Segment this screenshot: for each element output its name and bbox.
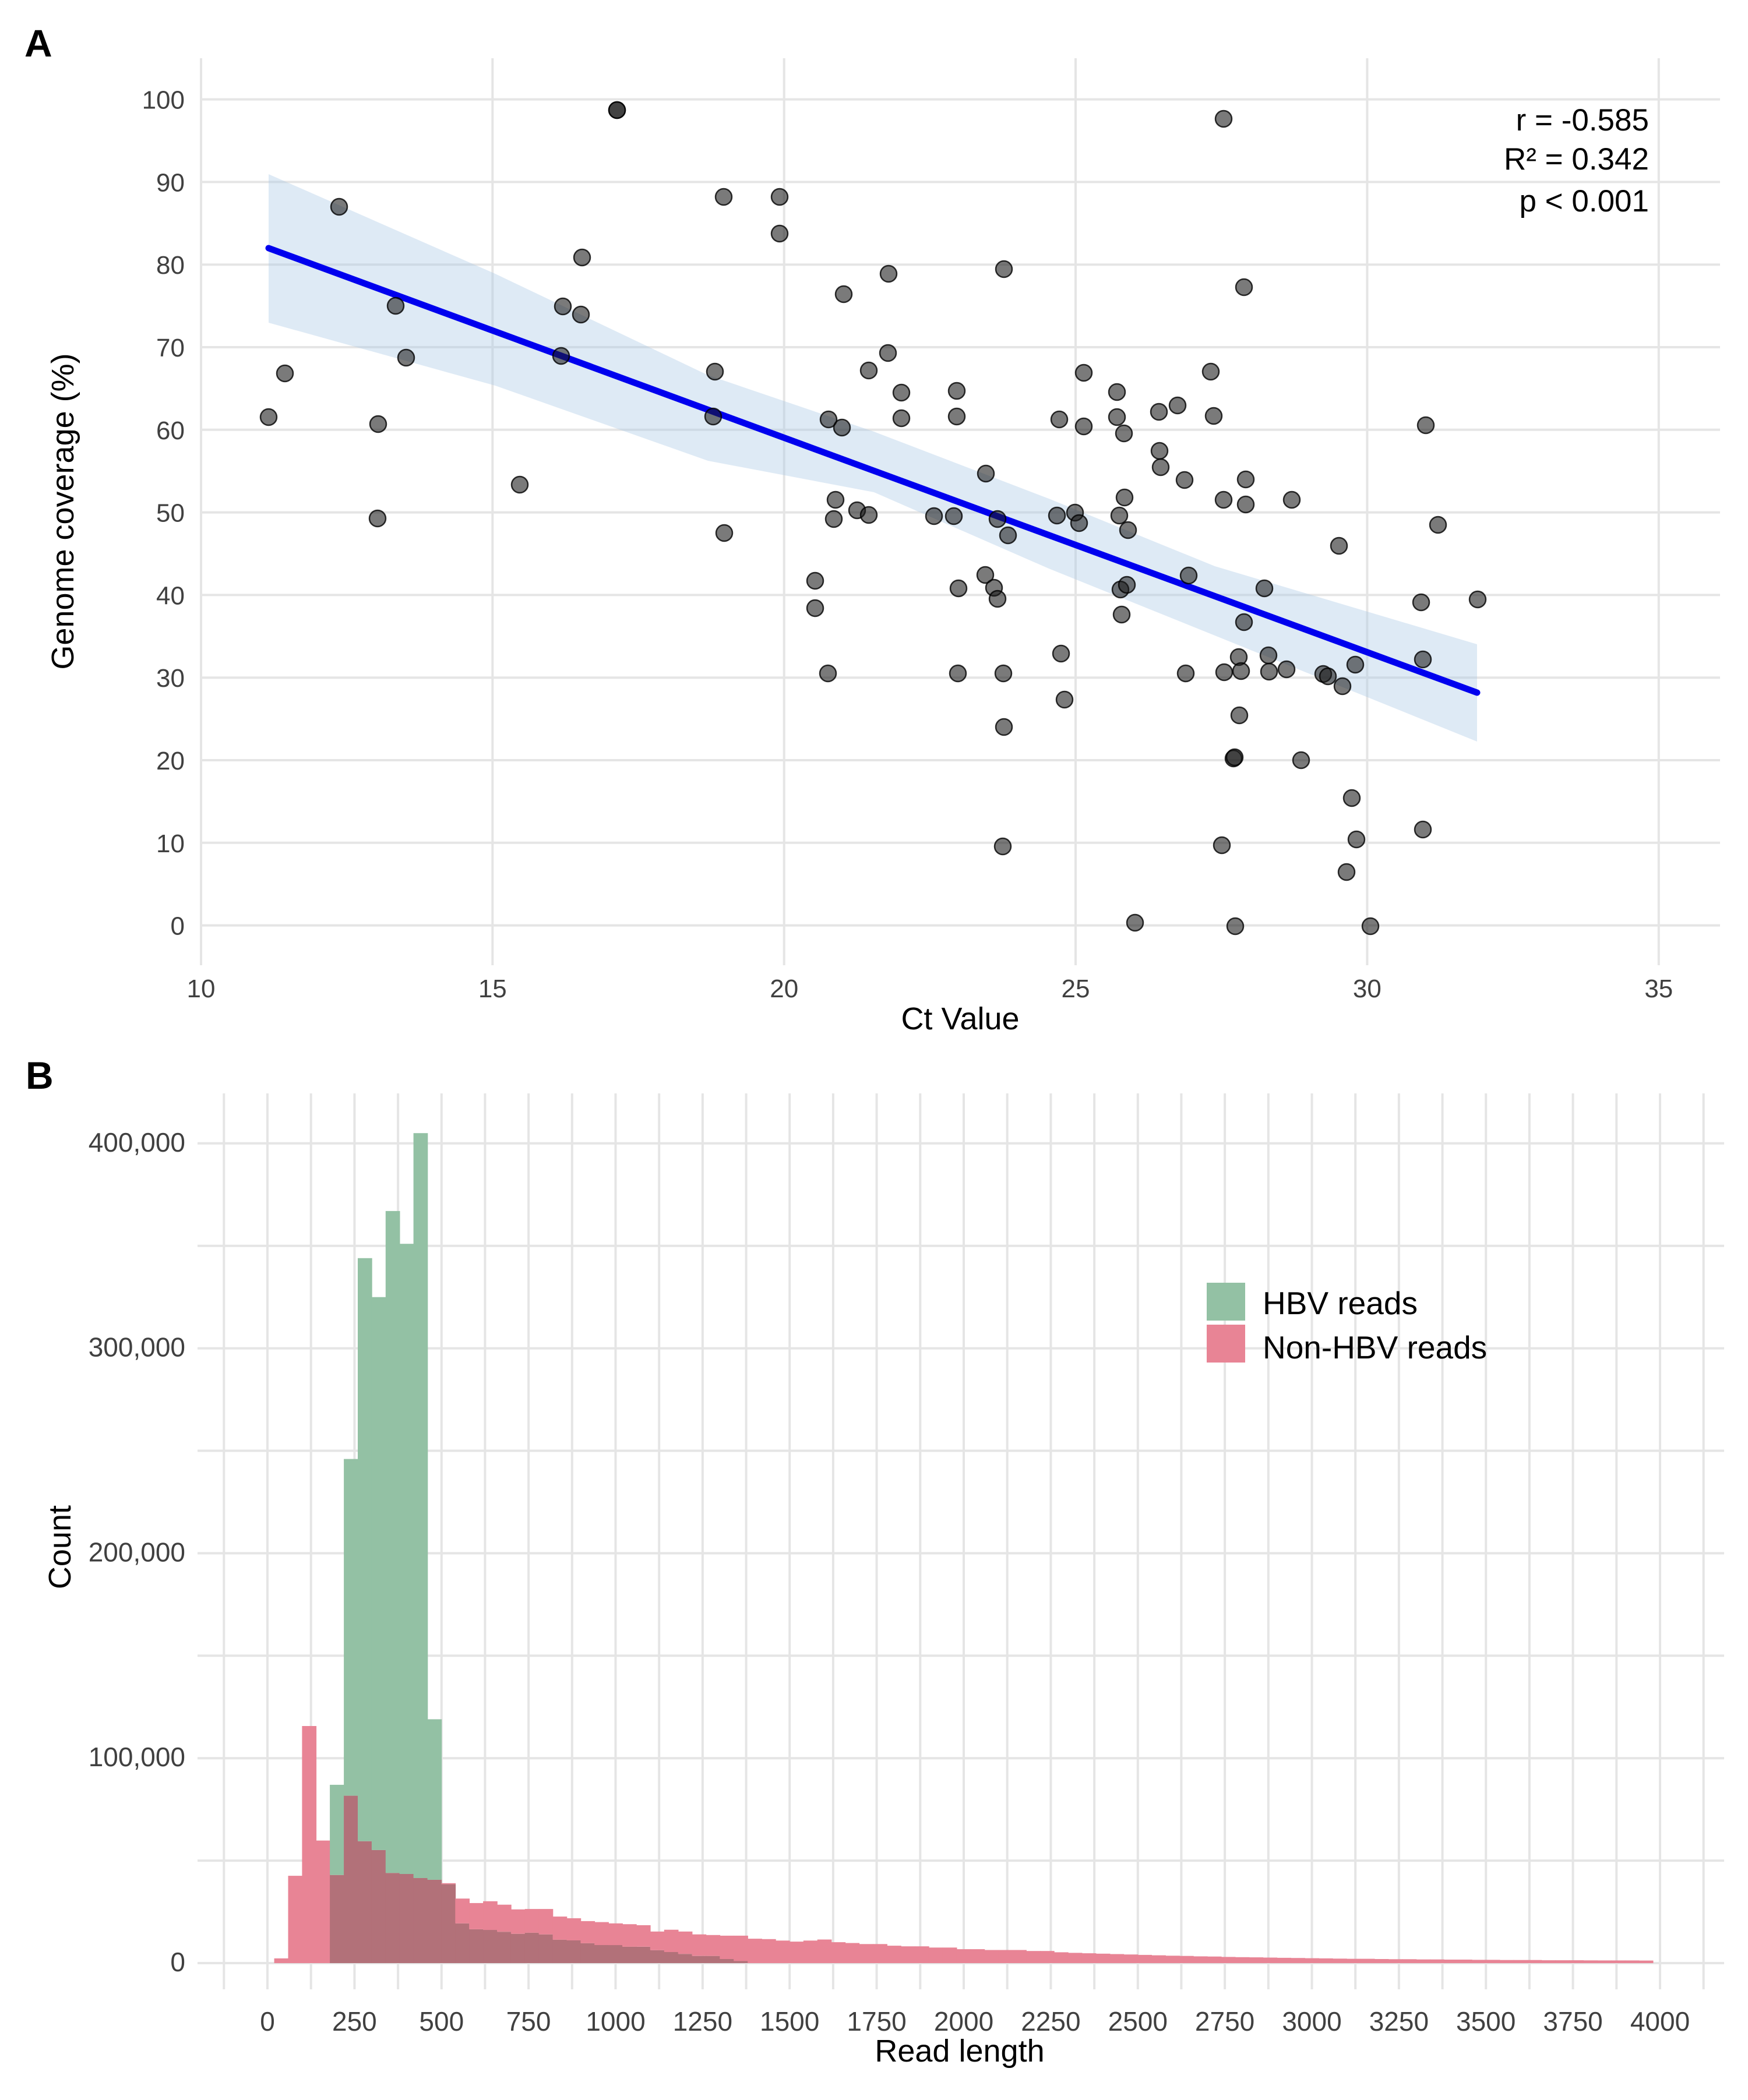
svg-text:60: 60 <box>156 417 185 445</box>
svg-text:Ct Value: Ct Value <box>901 1001 1019 1036</box>
svg-text:20: 20 <box>770 975 798 1003</box>
svg-text:B: B <box>26 1054 54 1097</box>
svg-text:3000: 3000 <box>1282 2006 1341 2037</box>
svg-text:1250: 1250 <box>673 2006 732 2037</box>
svg-text:10: 10 <box>156 830 185 858</box>
svg-text:3250: 3250 <box>1369 2006 1429 2037</box>
svg-text:100: 100 <box>142 86 185 115</box>
svg-text:400,000: 400,000 <box>89 1127 185 1157</box>
svg-text:250: 250 <box>332 2006 377 2037</box>
svg-text:200,000: 200,000 <box>89 1537 185 1567</box>
svg-text:0: 0 <box>171 912 185 941</box>
svg-text:750: 750 <box>506 2006 551 2037</box>
svg-text:2000: 2000 <box>934 2006 993 2037</box>
svg-text:4000: 4000 <box>1630 2006 1690 2037</box>
svg-text:15: 15 <box>478 975 507 1003</box>
svg-text:70: 70 <box>156 334 185 362</box>
svg-text:2750: 2750 <box>1195 2006 1254 2037</box>
svg-text:3750: 3750 <box>1543 2006 1602 2037</box>
svg-text:Genome coverage (%): Genome coverage (%) <box>45 353 80 669</box>
svg-text:r = -0.585: r = -0.585 <box>1516 103 1649 137</box>
svg-text:30: 30 <box>1353 975 1382 1003</box>
svg-text:1500: 1500 <box>760 2006 819 2037</box>
svg-text:3500: 3500 <box>1456 2006 1516 2037</box>
svg-text:90: 90 <box>156 168 185 197</box>
svg-text:0: 0 <box>170 1947 185 1977</box>
svg-text:50: 50 <box>156 499 185 528</box>
svg-text:2500: 2500 <box>1108 2006 1168 2037</box>
svg-text:300,000: 300,000 <box>89 1332 185 1363</box>
svg-text:Read length: Read length <box>875 2034 1044 2069</box>
svg-text:1000: 1000 <box>586 2006 645 2037</box>
svg-text:30: 30 <box>156 664 185 693</box>
svg-text:Count: Count <box>43 1505 77 1589</box>
svg-text:p < 0.001: p < 0.001 <box>1519 184 1649 218</box>
svg-text:R² = 0.342: R² = 0.342 <box>1504 142 1649 177</box>
svg-text:500: 500 <box>419 2006 464 2037</box>
svg-text:A: A <box>24 22 52 65</box>
svg-text:80: 80 <box>156 251 185 280</box>
svg-text:10: 10 <box>187 975 216 1003</box>
svg-text:HBV reads: HBV reads <box>1263 1285 1418 1321</box>
svg-text:100,000: 100,000 <box>89 1742 185 1772</box>
svg-text:Non-HBV reads: Non-HBV reads <box>1263 1329 1487 1365</box>
svg-text:35: 35 <box>1644 975 1673 1003</box>
svg-text:25: 25 <box>1062 975 1090 1003</box>
svg-text:40: 40 <box>156 581 185 610</box>
svg-text:20: 20 <box>156 747 185 775</box>
svg-text:1750: 1750 <box>847 2006 906 2037</box>
svg-text:2250: 2250 <box>1021 2006 1080 2037</box>
svg-text:0: 0 <box>260 2006 275 2037</box>
